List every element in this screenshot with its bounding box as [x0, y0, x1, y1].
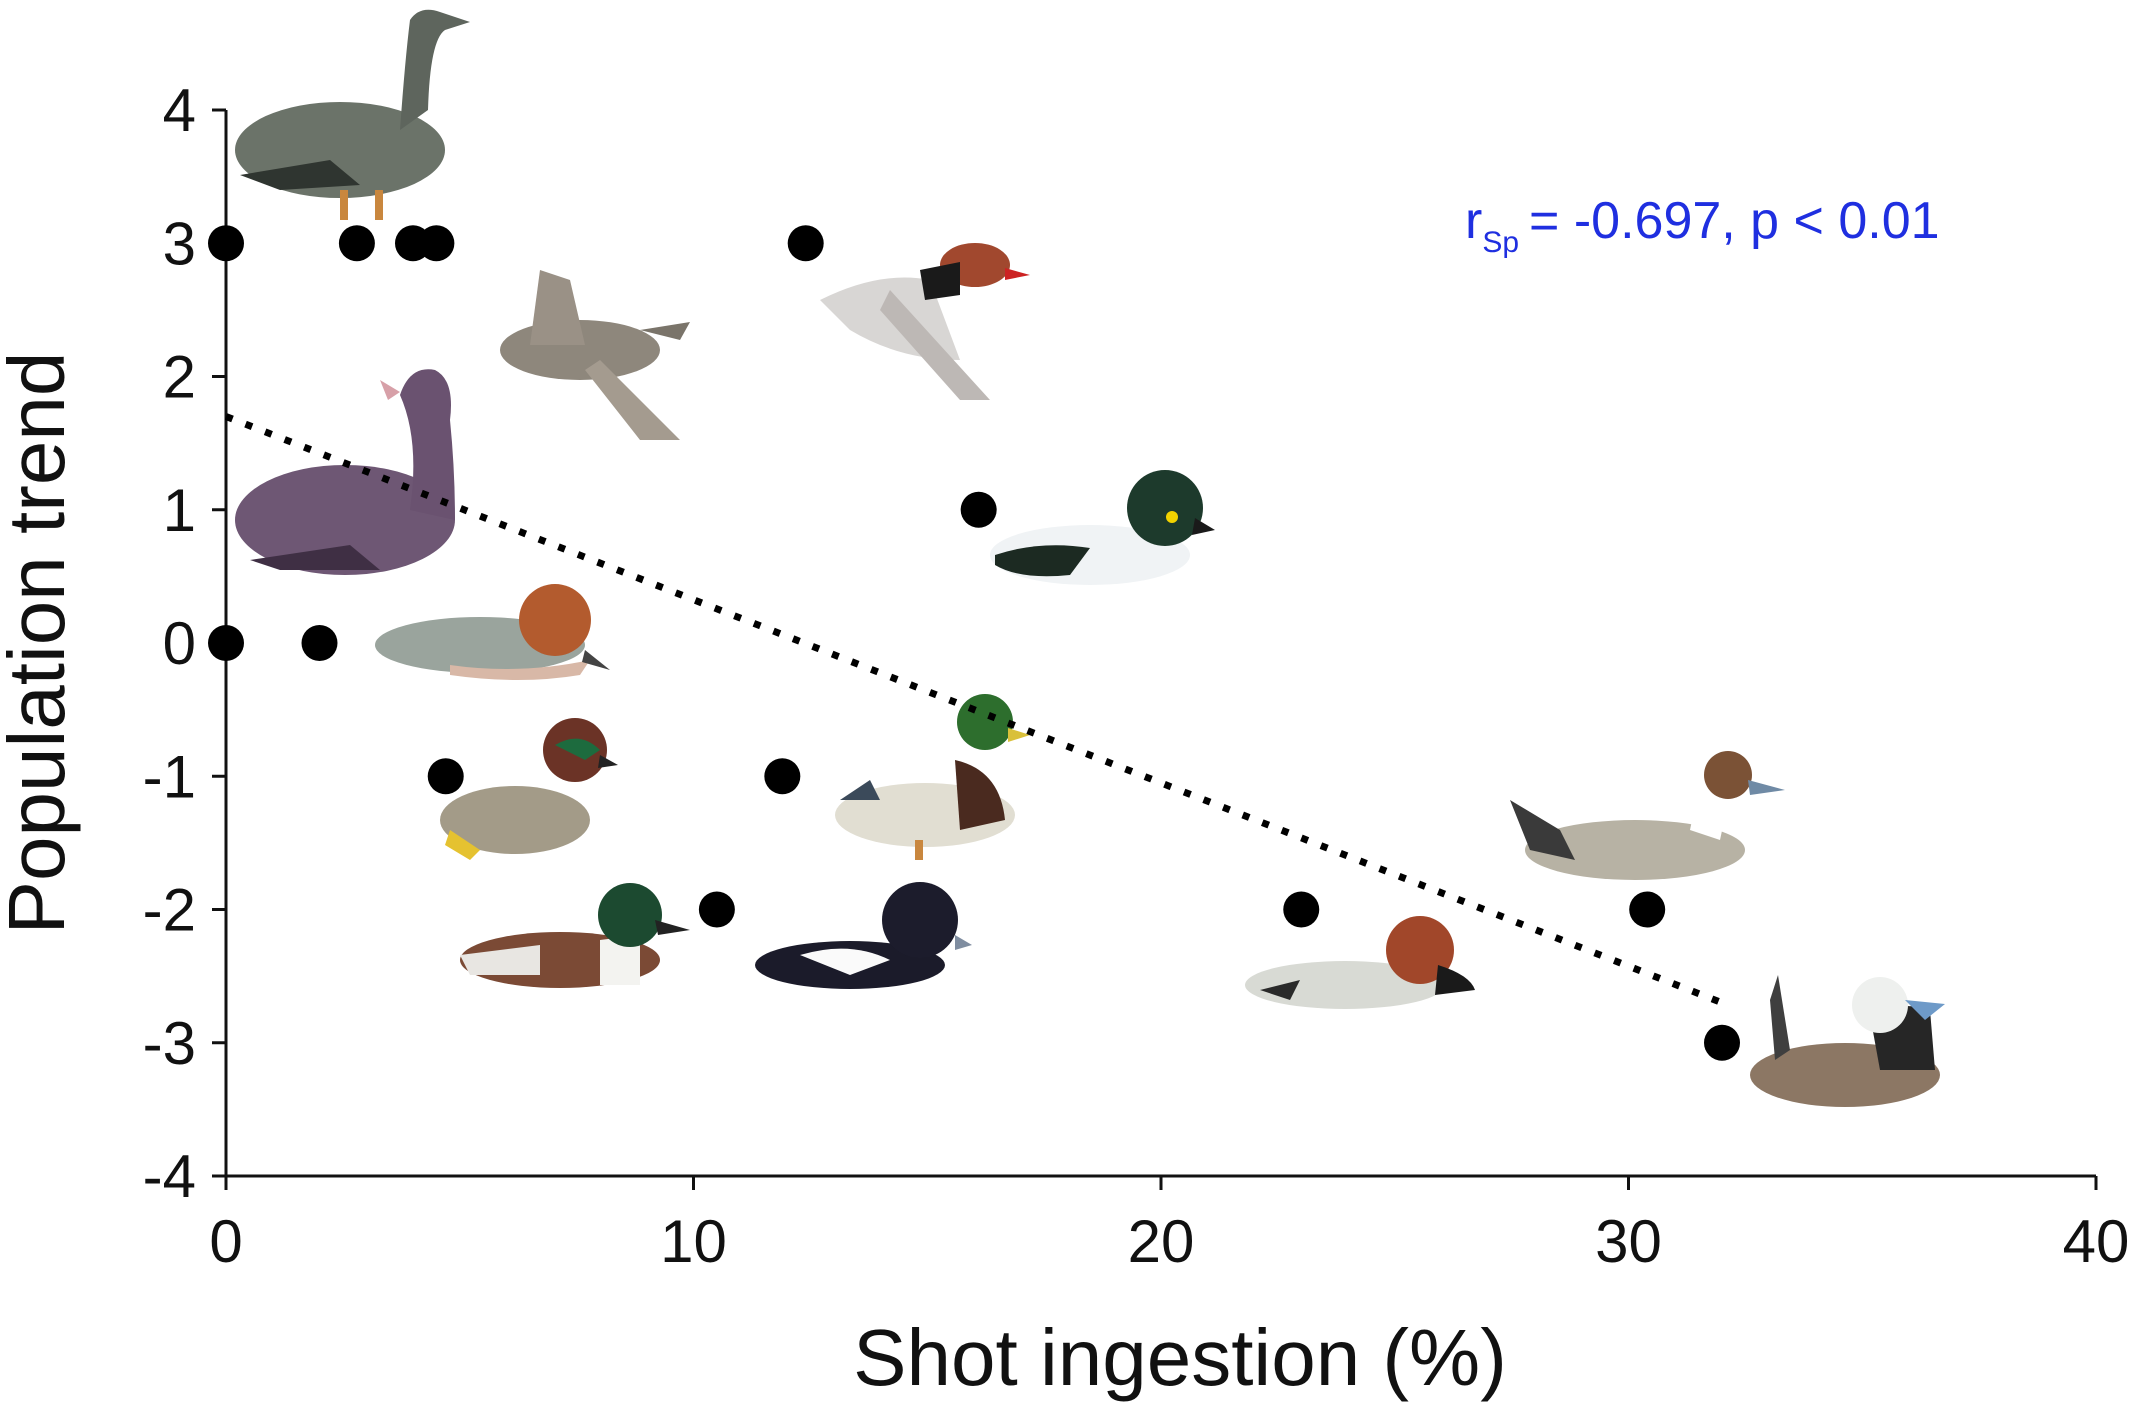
y-ticks: 4 3 2 1 0 -1 -2 -3 -4 [143, 77, 226, 1210]
y-tick-label: 2 [163, 344, 196, 411]
y-axis-title: Population trend [0, 352, 81, 935]
x-tick-label: 30 [1595, 1208, 1662, 1275]
data-point [338, 225, 375, 262]
duck-flying-icon [500, 270, 690, 440]
data-point [1629, 891, 1666, 928]
pintail-icon [1510, 751, 1785, 880]
trend-line [224, 413, 1724, 1007]
x-tick-label: 40 [2063, 1208, 2130, 1275]
data-point [1283, 891, 1320, 928]
white-headed-duck-icon [1750, 975, 1945, 1107]
goose-icon [235, 9, 470, 220]
y-tick-label: -1 [143, 743, 196, 810]
tufted-duck-icon [755, 882, 972, 989]
goldeneye-icon [990, 470, 1215, 585]
x-axis-title: Shot ingestion (%) [853, 1313, 1507, 1402]
x-tick-label: 0 [209, 1208, 242, 1275]
data-point [764, 758, 801, 795]
goose-icon [235, 369, 455, 575]
y-tick-label: -3 [143, 1010, 196, 1077]
data-point [208, 225, 244, 262]
y-tick-label: 0 [163, 610, 196, 677]
data-point [960, 491, 997, 528]
correlation-annotation: rSp = -0.697, p < 0.01 [1465, 192, 1940, 259]
y-tick-label: 4 [163, 77, 196, 144]
pochard-icon [1245, 916, 1475, 1009]
shoveler-icon [460, 883, 690, 988]
duck-flying-icon [820, 243, 1030, 400]
data-point [418, 225, 455, 262]
data-point [698, 891, 735, 928]
data-points [208, 225, 1740, 1061]
r-subscript: Sp [1482, 226, 1519, 259]
y-tick-label: 1 [163, 477, 196, 544]
bird-illustrations [235, 9, 1945, 1107]
stat-text: = -0.697, p < 0.01 [1529, 192, 1940, 250]
y-tick-label: -4 [143, 1143, 196, 1210]
mallard-icon [835, 694, 1030, 860]
data-point [1704, 1024, 1740, 1061]
x-ticks: 0 10 20 30 40 [209, 1176, 2129, 1275]
data-point [301, 625, 338, 661]
y-tick-label: 3 [163, 210, 196, 277]
r-symbol: r [1465, 192, 1482, 250]
data-point [427, 758, 464, 795]
teal-icon [440, 718, 618, 860]
x-tick-label: 20 [1128, 1208, 1195, 1275]
y-tick-label: -2 [143, 877, 196, 944]
data-point [208, 625, 244, 661]
data-point [787, 225, 824, 262]
x-tick-label: 10 [660, 1208, 727, 1275]
wigeon-icon [375, 584, 610, 680]
